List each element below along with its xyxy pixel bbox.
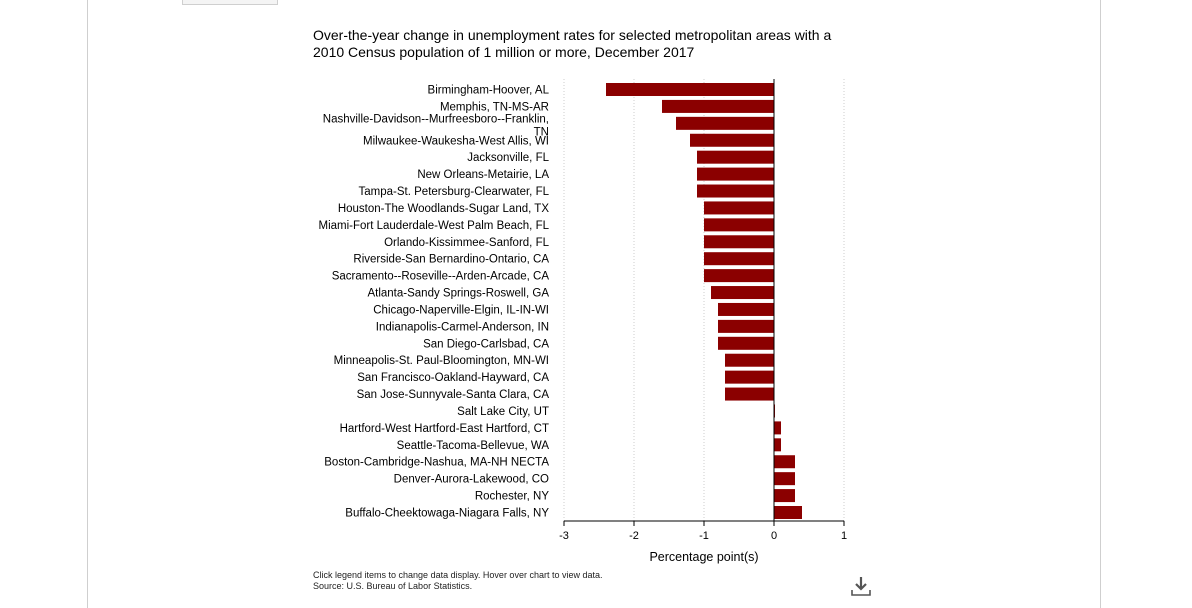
category-label: Minneapolis-St. Paul-Bloomington, MN-WI <box>334 355 549 367</box>
category-label: Orlando-Kissimmee-Sanford, FL <box>384 237 549 249</box>
category-label: New Orleans-Metairie, LA <box>417 169 549 181</box>
category-label: San Jose-Sunnyvale-Santa Clara, CA <box>357 389 550 401</box>
category-label: Indianapolis-Carmel-Anderson, IN <box>376 321 549 333</box>
x-tick-label: 1 <box>841 530 847 542</box>
category-label: Buffalo-Cheektowaga-Niagara Falls, NY <box>345 508 549 520</box>
x-tick-label: -2 <box>629 530 639 542</box>
bar[interactable] <box>690 133 774 147</box>
category-label: Tampa-St. Petersburg-Clearwater, FL <box>359 186 550 198</box>
category-label: Chicago-Naperville-Elgin, IL-IN-WI <box>373 304 549 316</box>
bar[interactable] <box>774 472 795 486</box>
category-label: Miami-Fort Lauderdale-West Palm Beach, F… <box>318 220 549 232</box>
bar[interactable] <box>704 218 774 232</box>
bar[interactable] <box>711 286 774 300</box>
bar[interactable] <box>704 235 774 249</box>
category-label: Denver-Aurora-Lakewood, CO <box>394 474 549 486</box>
bar[interactable] <box>697 184 774 198</box>
bar[interactable] <box>697 150 774 164</box>
bar[interactable] <box>718 319 774 333</box>
category-label: Atlanta-Sandy Springs-Roswell, GA <box>367 288 549 300</box>
x-tick-label: -1 <box>699 530 709 542</box>
download-icon <box>851 577 871 596</box>
bar[interactable] <box>606 83 774 96</box>
bar[interactable] <box>774 421 781 435</box>
bar[interactable] <box>704 201 774 215</box>
bar[interactable] <box>704 269 774 283</box>
bar[interactable] <box>676 116 774 130</box>
x-tick-label: 0 <box>771 530 777 542</box>
category-label: San Francisco-Oakland-Hayward, CA <box>357 372 549 384</box>
category-label: Houston-The Woodlands-Sugar Land, TX <box>338 203 550 215</box>
category-label: Seattle-Tacoma-Bellevue, WA <box>397 440 550 452</box>
bar[interactable] <box>774 506 802 519</box>
category-label: Hartford-West Hartford-East Hartford, CT <box>340 423 549 435</box>
chart-note: Click legend items to change data displa… <box>313 570 603 580</box>
bar[interactable] <box>718 302 774 316</box>
chart-source: Source: U.S. Bureau of Labor Statistics. <box>313 581 473 591</box>
category-label: Birmingham-Hoover, AL <box>428 85 550 97</box>
bar[interactable] <box>725 387 774 401</box>
bar[interactable] <box>697 167 774 181</box>
category-label: Nashville-Davidson--Murfreesboro--Frankl… <box>323 113 549 138</box>
bar[interactable] <box>774 438 781 452</box>
category-label: Sacramento--Roseville--Arden-Arcade, CA <box>332 271 550 283</box>
category-label: Boston-Cambridge-Nashua, MA-NH NECTA <box>324 457 549 469</box>
category-label: Jacksonville, FL <box>467 152 549 164</box>
bar[interactable] <box>774 455 795 469</box>
bar[interactable] <box>774 489 795 503</box>
category-label: Memphis, TN-MS-AR <box>440 101 549 113</box>
x-tick-label: -3 <box>559 530 569 542</box>
download-button[interactable] <box>850 575 872 597</box>
x-axis-title: Percentage point(s) <box>649 550 758 564</box>
bar[interactable] <box>718 336 774 350</box>
chart-title: Over-the-year change in unemployment rat… <box>313 27 832 60</box>
category-label: Riverside-San Bernardino-Ontario, CA <box>353 254 549 266</box>
category-label: San Diego-Carlsbad, CA <box>423 338 549 350</box>
bar[interactable] <box>662 99 774 113</box>
category-label: Salt Lake City, UT <box>457 406 549 418</box>
category-label: Rochester, NY <box>475 491 549 503</box>
content-panel <box>87 0 1101 608</box>
category-label: Milwaukee-Waukesha-West Allis, WI <box>363 135 549 147</box>
bar[interactable] <box>704 252 774 266</box>
bar[interactable] <box>725 370 774 384</box>
tab-stub[interactable] <box>182 0 278 5</box>
bar[interactable] <box>725 353 774 367</box>
